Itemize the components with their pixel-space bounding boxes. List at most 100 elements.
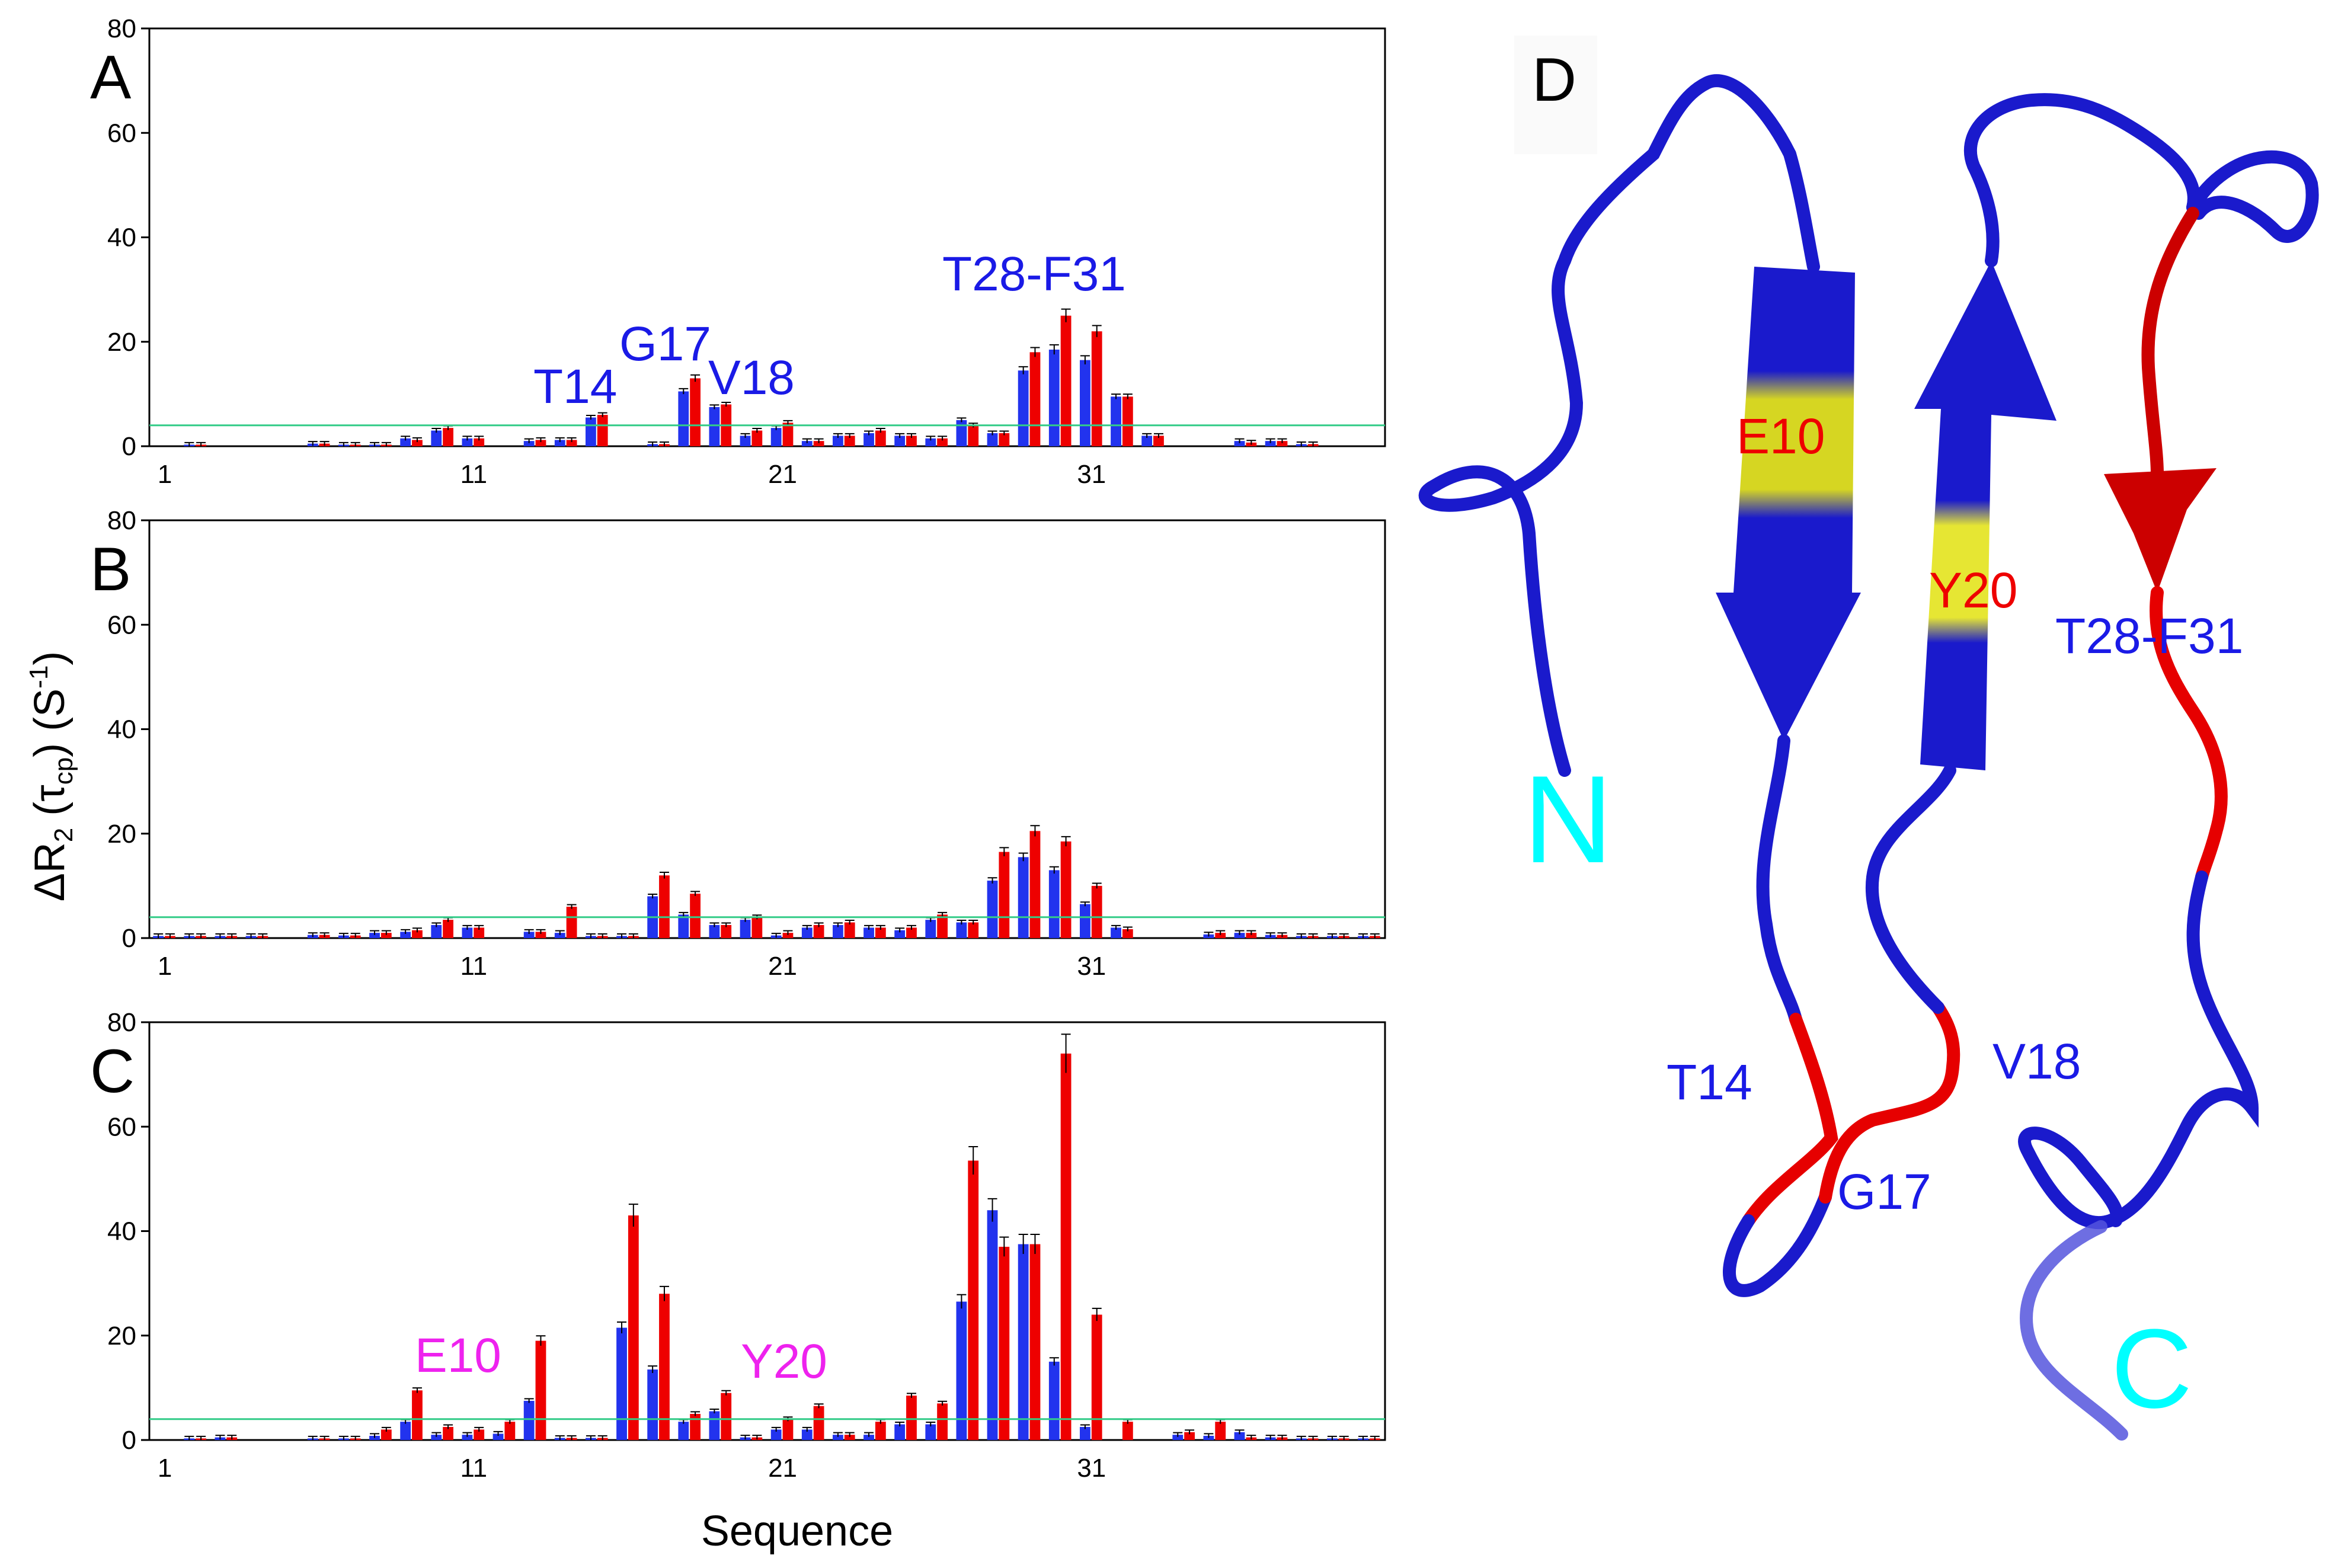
x-tick-label: 31 — [1077, 460, 1106, 489]
bar-red — [1215, 933, 1226, 938]
bar-blue — [863, 927, 874, 938]
structure-label-n: N — [1523, 750, 1613, 889]
x-tick-label: 31 — [1077, 1454, 1106, 1483]
bar-red — [999, 852, 1010, 938]
bar-red — [813, 441, 824, 446]
bar-red — [906, 1396, 917, 1440]
bar-blue — [431, 430, 442, 446]
bar-red — [474, 1429, 485, 1440]
y-tick-label: 0 — [122, 924, 136, 953]
bar-blue — [647, 1369, 658, 1440]
bar-blue — [400, 1422, 411, 1440]
annotation-v18: V18 — [708, 351, 795, 405]
hairpin-red-1 — [1742, 1013, 1838, 1227]
bar-red — [412, 1390, 423, 1440]
bar-blue — [833, 1435, 843, 1440]
bar-blue — [462, 438, 473, 446]
bar-blue — [770, 1429, 782, 1440]
annotation-t28-f31: T28-F31 — [942, 247, 1126, 301]
structure-label-t14: T14 — [1667, 1054, 1752, 1110]
annotation-e10: E10 — [415, 1329, 501, 1383]
bar-red — [566, 440, 577, 446]
bar-red — [535, 1340, 546, 1440]
hairpin-coil-2 — [1865, 764, 1956, 1014]
bar-red — [1060, 315, 1072, 446]
bar-red — [380, 933, 392, 938]
panel-label-a: A — [90, 43, 132, 112]
bar-red — [474, 438, 485, 446]
bar-red — [844, 436, 855, 446]
bar-blue — [1234, 441, 1245, 446]
bar-red — [906, 436, 917, 446]
bar-red — [1060, 1053, 1072, 1440]
bar-blue — [987, 1210, 998, 1440]
bar-red — [1277, 441, 1288, 446]
bar-blue — [678, 391, 689, 446]
bar-blue — [987, 433, 998, 446]
x-tick-label: 21 — [768, 460, 797, 489]
bar-red — [628, 1215, 639, 1440]
bar-blue — [833, 924, 843, 938]
y-tick-label: 80 — [107, 506, 136, 535]
bar-blue — [956, 922, 967, 938]
top-loop-coil — [1964, 93, 2201, 267]
y-tick-label: 40 — [107, 223, 136, 252]
bar-red — [412, 440, 423, 446]
c-terminal-coil — [2018, 871, 2259, 1229]
bar-blue — [1048, 870, 1060, 938]
bar-red — [380, 1429, 392, 1440]
bar-red — [659, 875, 670, 938]
bar-blue — [1048, 1361, 1060, 1440]
bar-blue — [1141, 436, 1153, 446]
bar-red — [875, 927, 886, 938]
bar-red — [844, 922, 855, 938]
structure-label-v18: V18 — [1992, 1033, 2081, 1089]
bar-red — [443, 1426, 453, 1440]
bar-blue — [833, 436, 843, 446]
bar-red — [1122, 396, 1133, 446]
y-tick-label: 80 — [107, 1008, 136, 1037]
bar-blue — [554, 440, 565, 446]
bar-blue — [1234, 933, 1245, 938]
panel-d-label: D — [1532, 46, 1576, 114]
y-axis-label: ΔR2 (τcp) (S-1) — [24, 651, 78, 902]
structure-label-backdrop — [1514, 36, 1597, 154]
x-tick-label: 11 — [460, 1454, 487, 1483]
panel-label-c: C — [90, 1037, 135, 1106]
x-axis-label: Sequence — [701, 1508, 893, 1555]
bar-blue — [523, 932, 535, 938]
panel-label-b: B — [90, 535, 131, 604]
bar-blue — [400, 932, 411, 938]
bar-blue — [462, 1435, 473, 1440]
bar-blue — [863, 1435, 874, 1440]
y-tick-label: 60 — [107, 1112, 136, 1141]
bar-red — [1153, 436, 1164, 446]
protein-structure: D — [1418, 36, 2319, 1441]
bar-blue — [1080, 904, 1090, 938]
bar-blue — [740, 920, 751, 938]
beta-strand-2 — [1914, 261, 2056, 770]
strand3-red-coil — [2141, 207, 2199, 481]
bar-red — [535, 440, 546, 446]
beta-strand-1 — [1716, 267, 1861, 741]
x-tick-label: 31 — [1077, 952, 1106, 981]
bar-red — [690, 378, 701, 446]
annotation-g17: G17 — [619, 317, 711, 371]
bar-red — [937, 438, 948, 446]
bar-red — [782, 933, 794, 938]
bar-red — [566, 907, 577, 938]
bar-blue — [894, 436, 906, 446]
bar-red — [721, 924, 732, 938]
structure-label-y20: Y20 — [1929, 562, 2017, 618]
y-tick-label: 20 — [107, 328, 136, 357]
y-tick-label: 60 — [107, 119, 136, 148]
bar-red — [474, 927, 485, 938]
y-tick-label: 40 — [107, 1217, 136, 1246]
annotation-y20: Y20 — [741, 1335, 827, 1388]
bar-red — [721, 1393, 732, 1440]
bar-blue — [894, 1424, 906, 1440]
bar-blue — [678, 914, 689, 938]
bar-red — [968, 922, 979, 938]
